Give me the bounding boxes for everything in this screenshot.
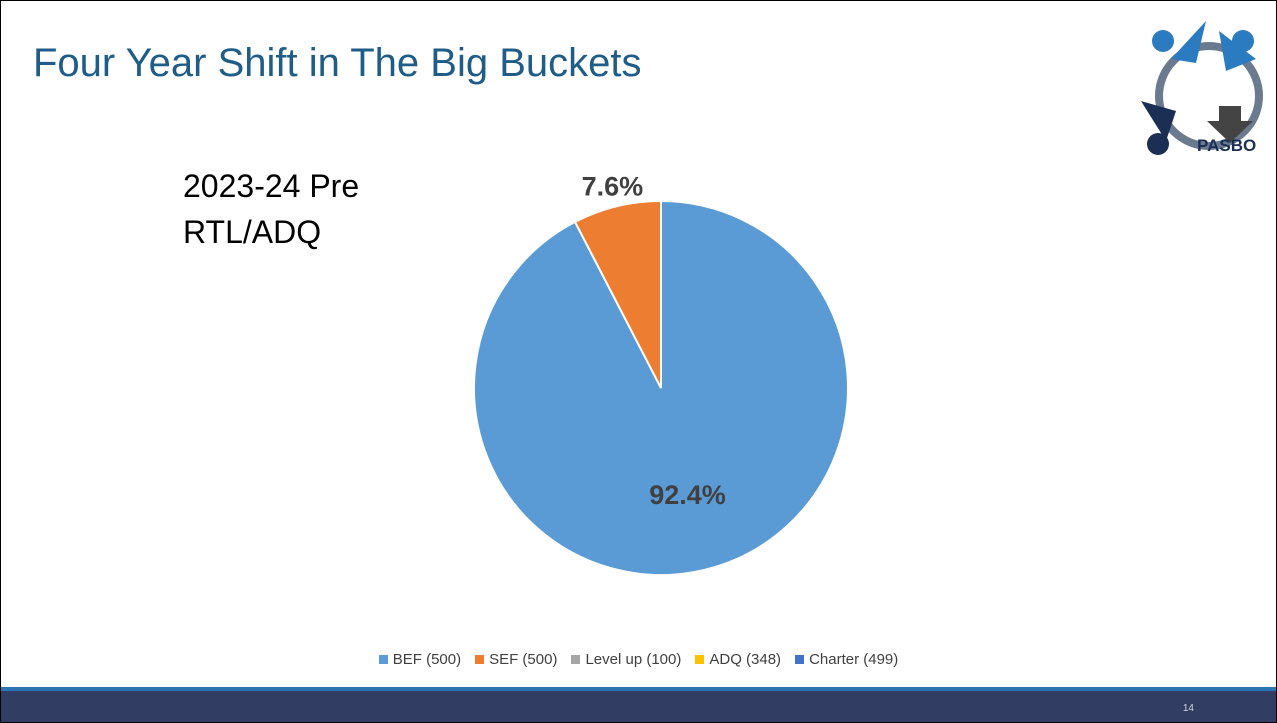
legend-swatch [695, 655, 705, 664]
logo: PASBO [1141, 21, 1263, 155]
legend-item: SEF (500) [475, 651, 557, 668]
page-number: 14 [1182, 703, 1194, 714]
legend-label: Level up (100) [585, 651, 682, 668]
data-label: 7.6% [582, 171, 644, 201]
legend-item: ADQ (348) [695, 651, 781, 668]
legend-item: BEF (500) [378, 651, 462, 668]
pie-slice [573, 199, 662, 389]
legend: BEF (500) SEF (500) Level up (100) ADQ (348… [1, 651, 1276, 668]
legend-swatch [475, 655, 485, 664]
legend-label: BEF (500) [392, 651, 462, 668]
legend-label: ADQ (348) [709, 651, 782, 668]
legend-label: SEF (500) [489, 651, 558, 668]
slide-title: Four Year Shift in The Big Buckets [33, 41, 642, 85]
footer-bar: 14 [1, 687, 1276, 722]
data-label: 92.4% [649, 480, 726, 510]
legend-swatch [571, 655, 581, 664]
legend-swatch [378, 655, 388, 664]
legend-label: Charter (499) [809, 651, 899, 668]
chart-subtitle: 2023-24 Pre RTL/ADQ [183, 168, 360, 250]
chart: PASBO 92.4% 7.6% [473, 21, 1263, 576]
legend-swatch [795, 655, 805, 664]
legend-item: Charter (499) [795, 651, 898, 668]
logo-text: PASBO [1197, 136, 1256, 155]
legend-item: Level up (100) [571, 651, 681, 668]
